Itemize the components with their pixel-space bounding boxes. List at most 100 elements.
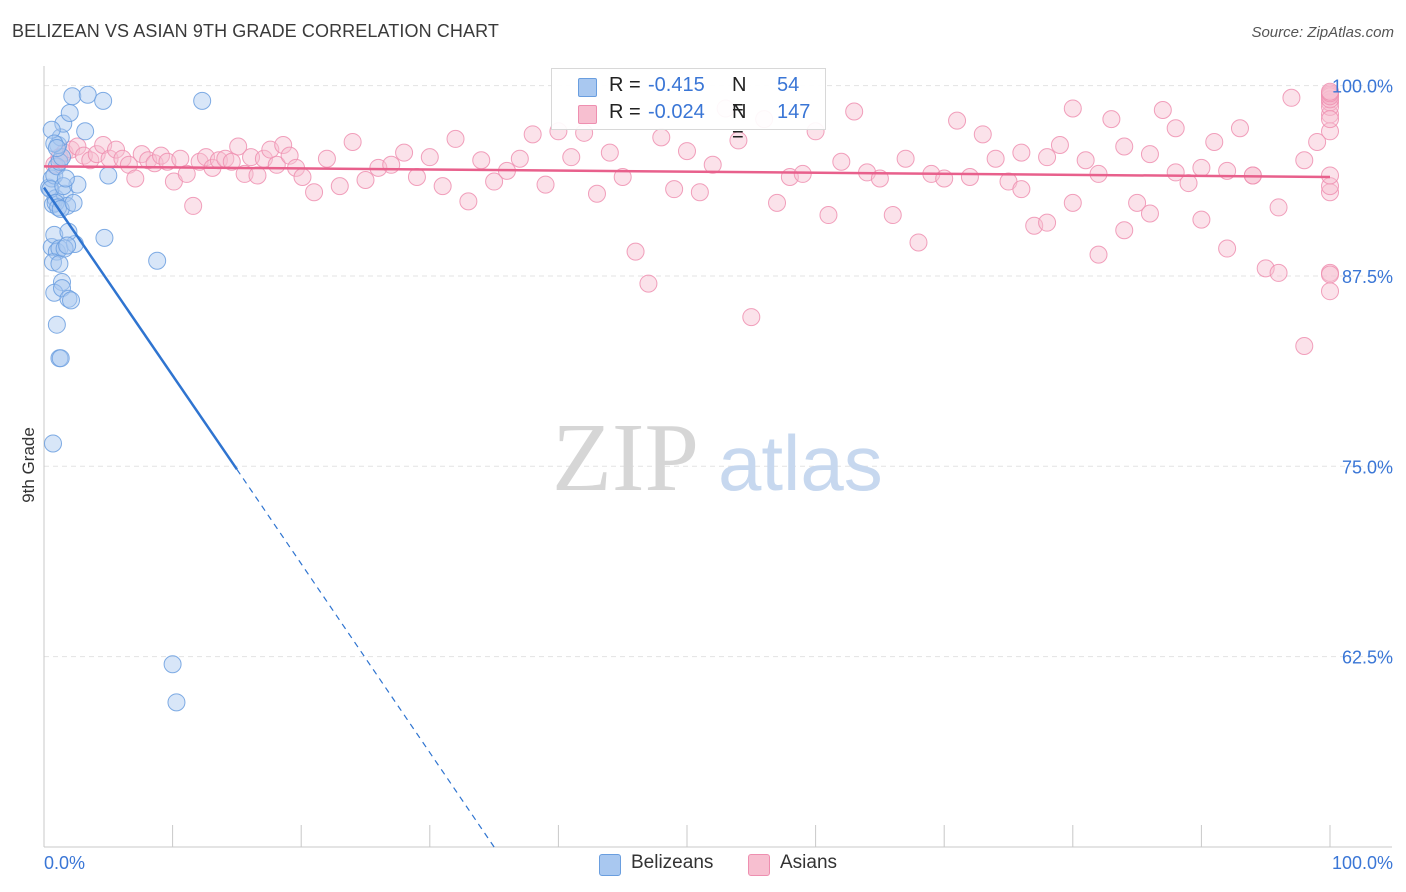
trend-lines	[42, 165, 1331, 848]
asians-point	[1012, 143, 1031, 162]
belizeans-point	[47, 139, 66, 158]
asians-point	[896, 149, 915, 168]
belizeans-point	[58, 236, 77, 255]
asians-point	[1140, 145, 1159, 164]
legend-n-value: 54	[777, 74, 800, 96]
asians-point	[395, 143, 414, 162]
asians-point	[1218, 239, 1237, 258]
asians-point	[1063, 99, 1082, 118]
asians-point	[948, 111, 967, 130]
asians-point	[600, 143, 619, 162]
asians-point	[1038, 148, 1057, 167]
asians-point	[883, 206, 902, 225]
asians-point	[177, 164, 196, 183]
asians-point	[652, 128, 671, 147]
belizeans-point	[76, 122, 95, 141]
asians-point	[819, 206, 838, 225]
asians-point	[1153, 100, 1172, 119]
legend-swatch-asians	[578, 105, 597, 124]
asians-point	[1295, 337, 1314, 356]
asians-point	[420, 148, 439, 167]
asians-point	[433, 177, 452, 196]
asians-point	[973, 125, 992, 144]
belizeans-point	[60, 104, 79, 123]
belizeans-point	[148, 251, 167, 270]
asians-point	[1321, 282, 1339, 301]
asians-point	[330, 177, 349, 196]
belizeans-trend-extension	[236, 469, 495, 848]
asians-point	[293, 167, 312, 186]
y-tick-label-3: 100.0%	[1332, 77, 1393, 97]
asians-point	[960, 167, 979, 186]
asians-point	[1063, 193, 1082, 212]
belizeans-point	[50, 254, 69, 273]
watermark-atlas: atlas	[718, 419, 883, 507]
asians-point	[639, 274, 658, 293]
asians-point	[1192, 210, 1211, 229]
belizeans-points	[40, 85, 212, 712]
asians-point	[317, 149, 336, 168]
belizeans-point	[47, 315, 66, 334]
asians-point	[1115, 221, 1134, 240]
asians-point	[382, 155, 401, 174]
asians-point	[909, 233, 928, 252]
asians-point	[1321, 110, 1339, 129]
asians-point	[1321, 166, 1339, 185]
belizeans-trend-line	[42, 186, 238, 471]
asians-point	[305, 183, 324, 202]
asians-point	[459, 192, 478, 211]
asians-point	[587, 184, 606, 203]
asians-point	[729, 131, 748, 150]
belizeans-point	[95, 228, 114, 247]
y-tick-label-0: 62.5%	[1342, 648, 1393, 668]
asians-point	[703, 155, 722, 174]
asians-point	[1295, 151, 1314, 170]
belizeans-point	[62, 291, 81, 310]
asians-point	[845, 102, 864, 121]
asians-point	[343, 132, 362, 151]
asians-point	[1102, 110, 1121, 129]
chart-title: BELIZEAN VS ASIAN 9TH GRADE CORRELATION …	[12, 21, 499, 41]
bottom-legend-label-belizeans: Belizeans	[631, 852, 714, 873]
asians-point	[1321, 177, 1339, 196]
asians-point	[768, 193, 787, 212]
asians-point	[248, 166, 267, 185]
asians-point	[1128, 193, 1147, 212]
belizeans-point	[53, 273, 72, 292]
belizeans-point	[42, 120, 61, 139]
asians-point	[472, 151, 491, 170]
asians-point	[742, 308, 761, 327]
asians-point	[986, 149, 1005, 168]
asians-point	[1166, 119, 1185, 138]
tick-labels: 62.5% 75.0% 87.5% 100.0% 0.0% 100.0%	[44, 77, 1393, 873]
asians-point	[1269, 198, 1288, 217]
belizeans-point	[193, 91, 212, 110]
belizeans-point	[167, 693, 186, 712]
belizeans-point	[78, 85, 97, 104]
asians-point	[690, 183, 709, 202]
watermark-zip: ZIP	[552, 404, 699, 512]
asians-point	[1308, 132, 1327, 151]
asians-point	[229, 137, 248, 156]
x-tick-label-0: 0.0%	[44, 853, 85, 873]
legend-r-label: R =	[609, 101, 641, 123]
asians-point	[1038, 213, 1057, 232]
asians-point	[242, 148, 261, 167]
legend-n-label: N =	[732, 101, 747, 146]
asians-point	[184, 196, 203, 215]
asians-point	[832, 152, 851, 171]
y-tick-label-2: 87.5%	[1342, 267, 1393, 287]
belizeans-point	[94, 91, 113, 110]
legend-swatch-belizeans	[578, 78, 597, 97]
asians-point	[1205, 132, 1224, 151]
asians-point	[222, 152, 241, 171]
asians-point	[536, 175, 555, 194]
asians-point	[74, 146, 93, 165]
belizeans-point	[51, 349, 70, 368]
asians-point	[1050, 136, 1069, 155]
x-tick-label-1: 100.0%	[1332, 853, 1393, 873]
asians-point	[1321, 265, 1339, 284]
legend-r-value: -0.415	[648, 74, 705, 96]
axes	[43, 66, 1392, 848]
y-tick-label-1: 75.0%	[1342, 457, 1393, 477]
